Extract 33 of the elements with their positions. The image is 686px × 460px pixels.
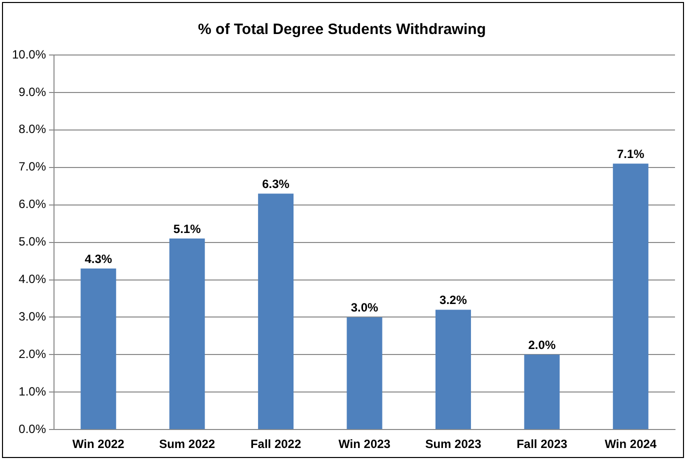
bar <box>435 310 471 430</box>
y-tick-label: 3.0% <box>18 310 46 324</box>
bar <box>80 268 116 430</box>
data-label: 4.3% <box>84 252 112 266</box>
bar <box>258 194 294 430</box>
x-tick-label: Win 2022 <box>72 437 125 452</box>
x-tick-label: Win 2023 <box>338 437 391 452</box>
bar <box>612 164 648 430</box>
y-tick-label: 2.0% <box>18 346 46 361</box>
data-label: 3.0% <box>350 300 379 315</box>
y-tick-label: 9.0% <box>18 84 46 99</box>
bar <box>346 317 382 430</box>
data-label: 7.1% <box>616 146 645 161</box>
x-tick-label: Win 2024 <box>604 437 657 452</box>
y-tick-label: 7.0% <box>18 160 46 174</box>
x-tick-label: Fall 2023 <box>516 437 568 452</box>
y-tick-label: 4.0% <box>18 272 46 286</box>
chart-title: % of Total Degree Students Withdrawing <box>198 21 486 38</box>
y-tick-label: 1.0% <box>18 384 46 398</box>
y-tick-label: 10.0% <box>12 47 46 62</box>
data-label: 5.1% <box>173 222 202 236</box>
y-tick-label: 6.0% <box>18 197 46 212</box>
data-label: 6.3% <box>262 176 290 191</box>
x-tick-label: Fall 2022 <box>250 437 302 452</box>
y-tick-label: 5.0% <box>18 234 46 249</box>
x-tick-label: Sum 2023 <box>425 437 482 452</box>
x-tick-label: Sum 2022 <box>159 437 216 452</box>
y-tick-label: 0.0% <box>18 422 46 436</box>
bar <box>524 354 560 430</box>
data-label: 3.2% <box>440 293 468 308</box>
data-label: 2.0% <box>528 338 556 352</box>
bar <box>169 238 205 430</box>
y-tick-label: 8.0% <box>18 122 46 136</box>
